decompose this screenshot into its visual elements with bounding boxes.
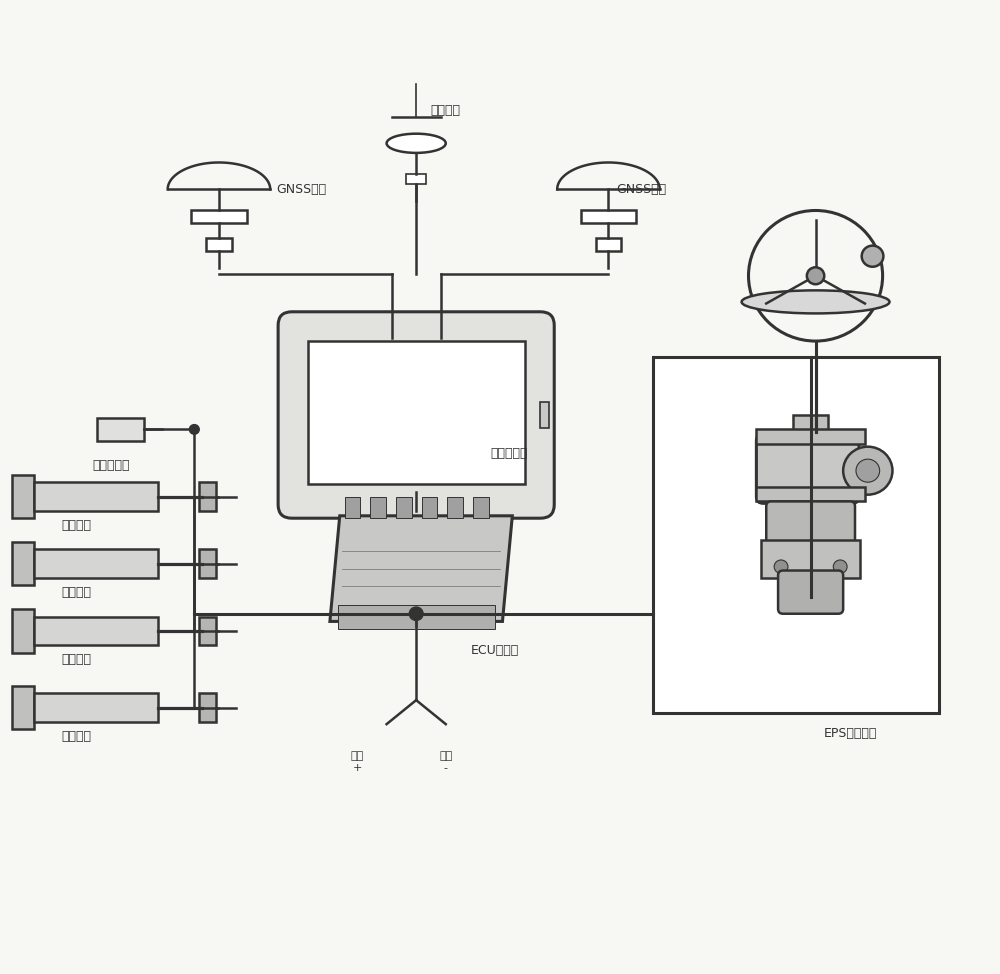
Circle shape bbox=[862, 245, 883, 267]
Bar bbox=[370, 497, 386, 518]
Circle shape bbox=[774, 560, 788, 574]
Text: 电源
-: 电源 - bbox=[439, 751, 452, 772]
Bar bbox=[199, 549, 216, 579]
Bar bbox=[422, 497, 437, 518]
FancyBboxPatch shape bbox=[766, 502, 855, 549]
Bar bbox=[756, 487, 865, 502]
Bar bbox=[308, 341, 525, 484]
Circle shape bbox=[843, 447, 892, 495]
Bar bbox=[199, 482, 216, 511]
Polygon shape bbox=[330, 516, 512, 621]
Bar bbox=[34, 617, 158, 646]
Bar bbox=[406, 174, 426, 184]
Bar bbox=[473, 497, 489, 518]
Bar bbox=[206, 239, 232, 251]
Bar bbox=[793, 415, 828, 444]
Bar bbox=[447, 497, 463, 518]
Text: 电台天线: 电台天线 bbox=[430, 104, 460, 117]
Circle shape bbox=[856, 459, 880, 482]
Text: 电动推杆: 电动推杆 bbox=[61, 586, 91, 599]
Circle shape bbox=[807, 267, 824, 284]
Text: 危度传感器: 危度传感器 bbox=[93, 460, 130, 472]
Ellipse shape bbox=[387, 133, 446, 153]
Text: 平板计算机: 平板计算机 bbox=[490, 447, 528, 460]
Bar bbox=[338, 605, 495, 629]
Bar bbox=[191, 210, 247, 223]
Bar bbox=[540, 401, 549, 429]
Text: GNSS天线: GNSS天线 bbox=[276, 183, 326, 196]
Text: 电源
+: 电源 + bbox=[350, 751, 364, 772]
Text: EPS转向机构: EPS转向机构 bbox=[823, 728, 877, 740]
Bar bbox=[581, 210, 636, 223]
Bar bbox=[34, 482, 158, 511]
Bar bbox=[34, 693, 158, 723]
Bar bbox=[596, 239, 621, 251]
Text: GNSS天线: GNSS天线 bbox=[616, 183, 666, 196]
Bar bbox=[199, 693, 216, 723]
Bar bbox=[97, 418, 144, 441]
Ellipse shape bbox=[742, 290, 890, 314]
Bar bbox=[12, 543, 34, 585]
Bar bbox=[345, 497, 360, 518]
Circle shape bbox=[409, 607, 423, 620]
Bar bbox=[761, 540, 860, 579]
Bar bbox=[653, 357, 939, 713]
Bar bbox=[34, 549, 158, 579]
FancyBboxPatch shape bbox=[778, 571, 843, 614]
Text: 电动推杆: 电动推杆 bbox=[61, 519, 91, 532]
FancyBboxPatch shape bbox=[756, 434, 859, 504]
Text: 电动推杆: 电动推杆 bbox=[61, 730, 91, 743]
Bar bbox=[12, 475, 34, 518]
Text: ECU控制箱: ECU控制箱 bbox=[470, 644, 519, 656]
Text: 电动推杆: 电动推杆 bbox=[61, 654, 91, 666]
Circle shape bbox=[833, 560, 847, 574]
FancyBboxPatch shape bbox=[278, 312, 554, 518]
Bar bbox=[12, 610, 34, 653]
Bar bbox=[199, 617, 216, 646]
Bar bbox=[756, 430, 865, 444]
Circle shape bbox=[189, 425, 199, 434]
Bar bbox=[396, 497, 412, 518]
Bar bbox=[12, 687, 34, 730]
